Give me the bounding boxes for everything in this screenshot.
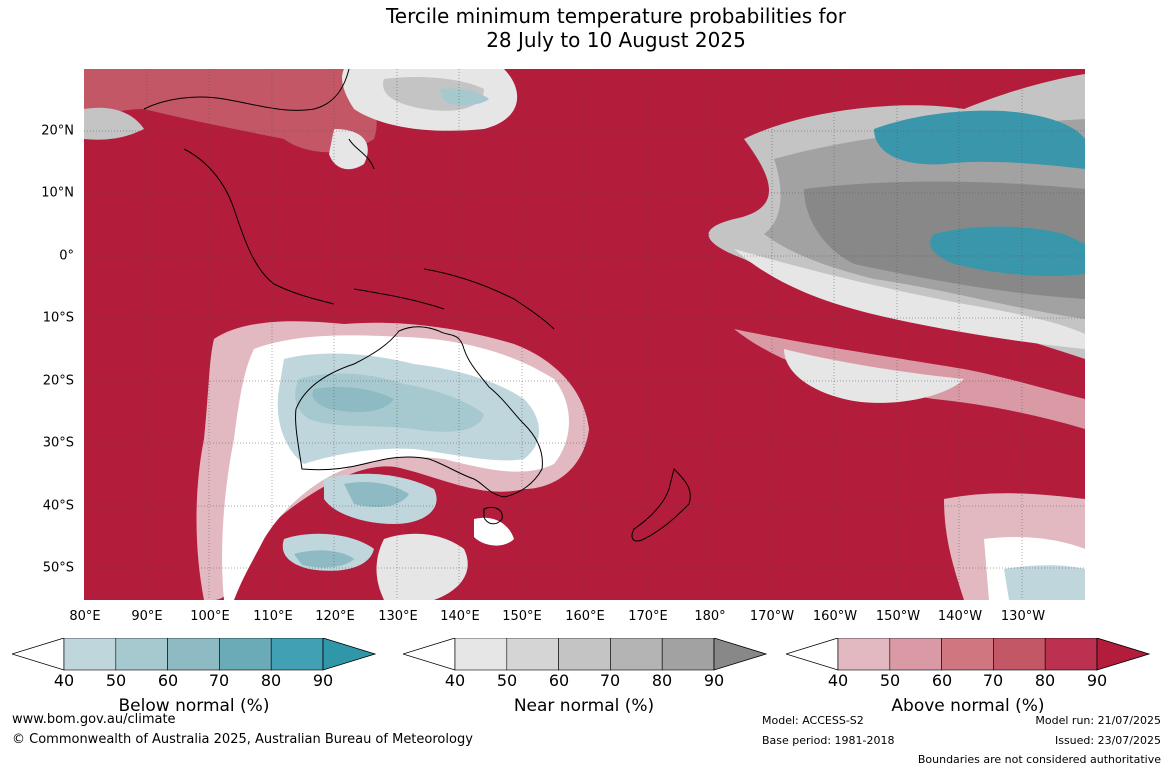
- colorbar-above-normal: [786, 638, 1150, 671]
- lon-label: 150°W: [875, 609, 921, 624]
- colorbar-swatch: [661, 638, 715, 671]
- colorbar-swatch: [610, 638, 663, 671]
- south-pacific-near-normal: [734, 329, 1085, 600]
- colorbar-below-normal: [12, 638, 376, 671]
- model-text: Model: ACCESS-S2: [762, 714, 864, 727]
- colorbar-swatches: [63, 638, 324, 671]
- colorbar-title-near: Near normal (%): [513, 696, 655, 716]
- colorbar-swatch: [889, 638, 942, 671]
- title-line-2: 28 July to 10 August 2025: [486, 28, 746, 52]
- colorbar-tick: 40: [827, 671, 849, 690]
- colorbar-swatch: [219, 638, 272, 671]
- colorbar-swatch: [454, 638, 508, 671]
- colorbar-tick: 90: [312, 671, 334, 690]
- probability-map: [84, 69, 1085, 600]
- colorbar-min-arrow: [786, 638, 839, 671]
- lon-label: 130°W: [1000, 609, 1046, 624]
- lon-label: 80°E: [69, 609, 101, 624]
- website-link[interactable]: www.bom.gov.au/climate: [12, 712, 176, 727]
- lat-label: 10°S: [42, 310, 74, 326]
- colorbar-swatch: [115, 638, 168, 671]
- australia-southern-ocean-region: [196, 321, 589, 600]
- colorbar-swatch: [941, 638, 994, 671]
- colorbar-near-normal: [403, 638, 767, 671]
- colorbar-tick: 60: [157, 671, 179, 690]
- lat-label: 20°N: [41, 123, 74, 139]
- lon-label: 140°E: [440, 609, 480, 624]
- colorbar-tick: 60: [931, 671, 953, 690]
- colorbar-max-arrow: [713, 638, 767, 671]
- lat-label: 40°S: [42, 498, 74, 514]
- colorbar-max-arrow: [1096, 638, 1150, 671]
- lon-label: 120°E: [315, 609, 355, 624]
- colorbar-min-arrow: [403, 638, 456, 671]
- colorbar-title-below: Below normal (%): [118, 696, 270, 716]
- lon-label: 90°E: [131, 609, 163, 624]
- lat-label: 10°N: [41, 185, 74, 201]
- lon-label: 100°E: [190, 609, 230, 624]
- lat-label: 0°: [59, 248, 74, 264]
- issued-text: Issued: 23/07/2025: [1054, 734, 1161, 747]
- lon-label: 130°E: [378, 609, 418, 624]
- colorbar-title-above: Above normal (%): [891, 696, 1045, 716]
- coastlines: [143, 69, 691, 542]
- colorbar-tick: 90: [1086, 671, 1108, 690]
- lat-label: 20°S: [42, 373, 74, 389]
- colorbar-tick: 70: [982, 671, 1004, 690]
- colorbar-tick: 40: [53, 671, 75, 690]
- colorbar-tick: 50: [496, 671, 518, 690]
- colorbar-swatch: [63, 638, 117, 671]
- colorbar-swatch: [1044, 638, 1098, 671]
- lon-label: 170°W: [749, 609, 795, 624]
- colorbar-tick: 80: [260, 671, 282, 690]
- title-line-1: Tercile minimum temperature probabilitie…: [385, 4, 847, 28]
- north-asia-near-normal: [84, 69, 518, 170]
- map-title: Tercile minimum temperature probabilitie…: [0, 4, 1173, 52]
- colorbar-swatches: [837, 638, 1098, 671]
- colorbar-tick: 80: [651, 671, 673, 690]
- lat-label: 30°S: [42, 435, 74, 451]
- colorbar-swatch: [558, 638, 611, 671]
- lon-label: 110°E: [253, 609, 293, 624]
- colorbar-swatch: [506, 638, 559, 671]
- colorbar-max-arrow: [322, 638, 376, 671]
- base-period-text: Base period: 1981-2018: [762, 734, 895, 747]
- lon-label: 160°E: [565, 609, 605, 624]
- disclaimer-text: Boundaries are not considered authoritat…: [917, 753, 1161, 766]
- lon-label: 150°E: [502, 609, 542, 624]
- lon-label: 180°: [694, 609, 726, 624]
- colorbar-tick: 70: [208, 671, 230, 690]
- colorbar-tick: 40: [444, 671, 466, 690]
- lon-label: 140°W: [937, 609, 983, 624]
- colorbar-swatches: [454, 638, 715, 671]
- lon-label: 170°E: [628, 609, 668, 624]
- colorbar-tick: 90: [703, 671, 725, 690]
- colorbar-swatch: [167, 638, 220, 671]
- model-run-text: Model run: 21/07/2025: [1035, 714, 1161, 727]
- colorbar-tick: 60: [548, 671, 570, 690]
- colorbar-swatch: [270, 638, 324, 671]
- colorbar-swatch: [993, 638, 1046, 671]
- colorbar-tick: 70: [599, 671, 621, 690]
- copyright-text: © Commonwealth of Australia 2025, Austra…: [12, 732, 473, 747]
- colorbar-tick: 50: [879, 671, 901, 690]
- colorbar-swatch: [837, 638, 891, 671]
- colorbar-min-arrow: [12, 638, 65, 671]
- colorbar-tick: 50: [105, 671, 127, 690]
- lat-label: 50°S: [42, 560, 74, 576]
- colorbar-tick: 80: [1034, 671, 1056, 690]
- map-gridlines: [84, 69, 1085, 600]
- lon-label: 160°W: [812, 609, 858, 624]
